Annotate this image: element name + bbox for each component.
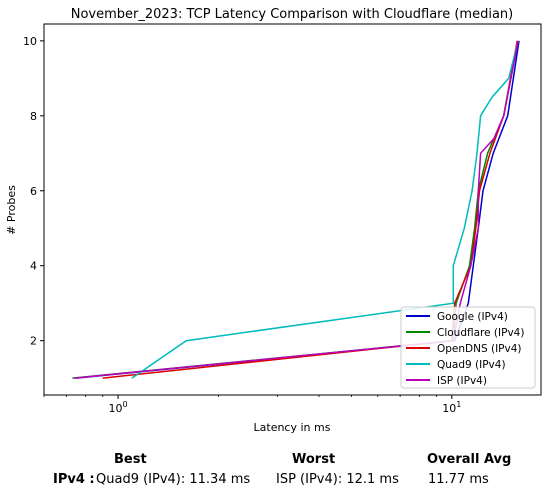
best-value: Quad9 (IPv4): 11.34 ms: [96, 472, 251, 487]
x-tick-label: 100: [109, 400, 128, 415]
x-axis-label: Latency in ms: [254, 421, 331, 434]
best-header: Best: [114, 452, 147, 467]
x-tick-label: 101: [442, 400, 461, 415]
row-label-ipv4: IPv4 :: [53, 472, 95, 487]
legend-label: OpenDNS (IPv4): [437, 343, 522, 355]
y-tick-label: 6: [30, 185, 37, 198]
x-axis-ticks: 100 101: [43, 395, 461, 415]
worst-value: ISP (IPv4): 12.1 ms: [276, 472, 399, 487]
y-tick-label: 8: [30, 110, 37, 123]
legend: Google (IPv4) Cloudflare (IPv4) OpenDNS (I…: [400, 306, 536, 389]
y-axis-label: # Probes: [5, 185, 18, 235]
legend-label: Cloudflare (IPv4): [437, 327, 524, 339]
legend-label: Google (IPv4): [437, 311, 508, 323]
legend-label: ISP (IPv4): [437, 375, 487, 387]
chart-title: November_2023: TCP Latency Comparison wi…: [71, 7, 514, 22]
overall-avg-value: 11.77 ms: [428, 472, 489, 487]
worst-header: Worst: [292, 452, 336, 467]
y-tick-label: 10: [23, 35, 37, 48]
y-axis-ticks: 2 4 6 8 10: [23, 35, 44, 348]
legend-label: Quad9 (IPv4): [437, 359, 506, 371]
overall-avg-header: Overall Avg: [427, 452, 512, 467]
y-tick-label: 2: [30, 335, 37, 348]
legend-box: [400, 306, 536, 389]
y-tick-label: 4: [30, 260, 37, 273]
series-line-3: [131, 40, 519, 379]
